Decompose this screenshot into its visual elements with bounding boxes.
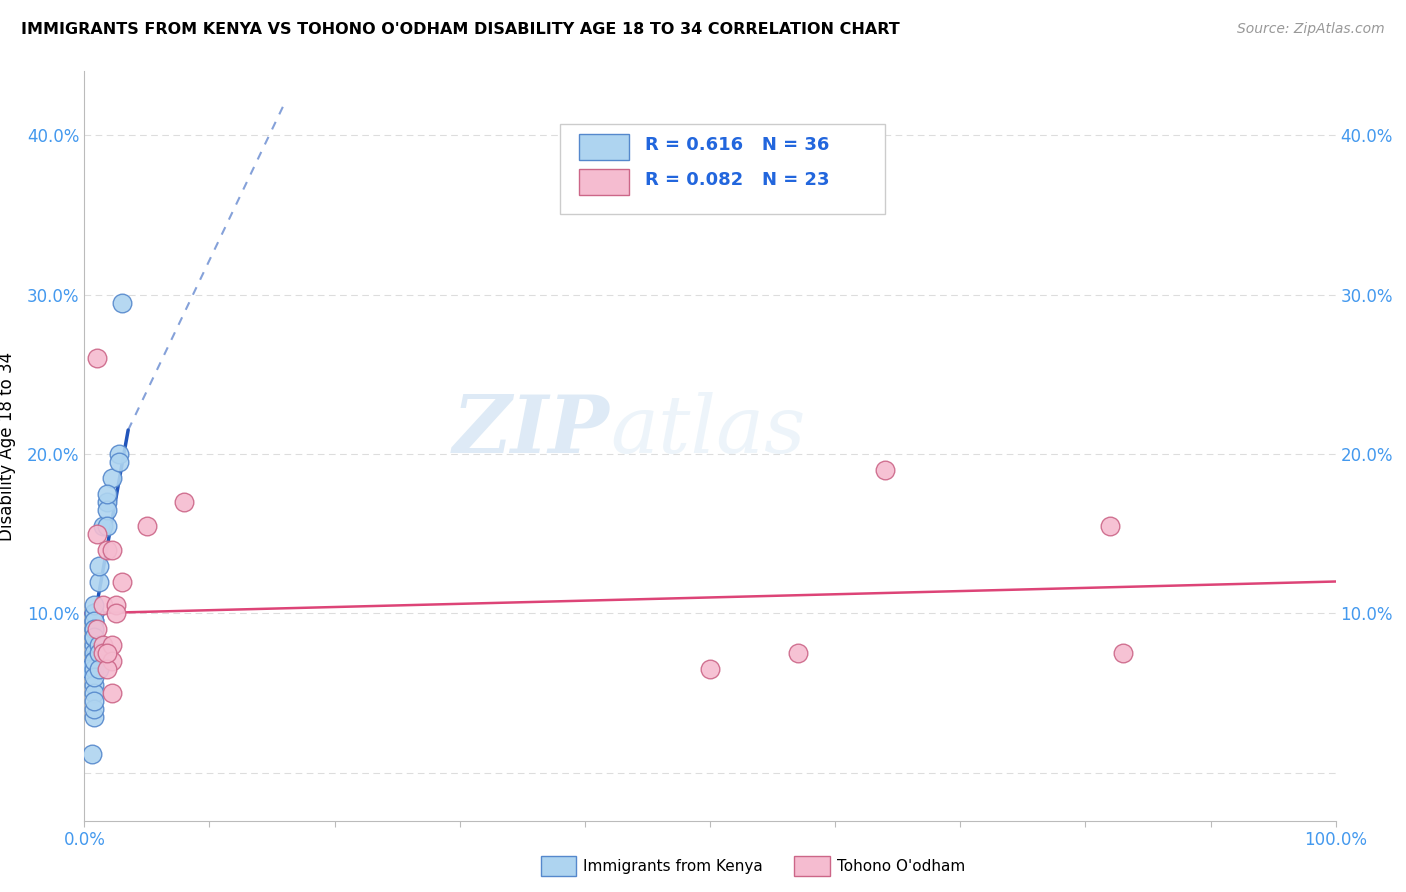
Point bbox=[83, 694, 105, 708]
Point bbox=[86, 351, 108, 366]
Text: Source: ZipAtlas.com: Source: ZipAtlas.com bbox=[1237, 22, 1385, 37]
Point bbox=[83, 670, 105, 684]
Point bbox=[80, 747, 103, 761]
Point bbox=[83, 623, 105, 637]
Point bbox=[111, 574, 134, 589]
FancyBboxPatch shape bbox=[579, 134, 628, 160]
Point bbox=[86, 623, 108, 637]
Text: Immigrants from Kenya: Immigrants from Kenya bbox=[583, 859, 763, 873]
Point bbox=[96, 495, 118, 509]
Point bbox=[101, 686, 124, 700]
Point bbox=[101, 542, 124, 557]
FancyBboxPatch shape bbox=[579, 169, 628, 195]
Point bbox=[83, 599, 105, 613]
Point bbox=[83, 630, 105, 644]
Point bbox=[83, 607, 105, 621]
Point bbox=[89, 638, 111, 652]
Point bbox=[83, 710, 105, 724]
Point bbox=[83, 686, 105, 700]
Point bbox=[786, 646, 808, 660]
Point bbox=[101, 654, 124, 668]
Point bbox=[96, 662, 118, 676]
Point bbox=[83, 646, 105, 660]
Point bbox=[875, 463, 897, 477]
Text: atlas: atlas bbox=[610, 392, 806, 470]
Point bbox=[89, 646, 111, 660]
Point bbox=[101, 471, 124, 485]
Point bbox=[111, 295, 134, 310]
Text: R = 0.082   N = 23: R = 0.082 N = 23 bbox=[645, 171, 830, 189]
Point bbox=[136, 518, 159, 533]
Point bbox=[173, 495, 195, 509]
Point bbox=[96, 502, 118, 516]
Point bbox=[96, 542, 118, 557]
Point bbox=[101, 638, 124, 652]
Point bbox=[86, 526, 108, 541]
Point bbox=[83, 623, 105, 637]
Point bbox=[91, 638, 114, 652]
Point bbox=[83, 615, 105, 629]
Point bbox=[96, 646, 118, 660]
Point bbox=[96, 487, 118, 501]
Point bbox=[83, 678, 105, 692]
Point bbox=[96, 518, 118, 533]
Point bbox=[104, 599, 127, 613]
Point bbox=[83, 654, 105, 668]
Point bbox=[83, 607, 105, 621]
Point bbox=[89, 574, 111, 589]
Point bbox=[83, 662, 105, 676]
Point bbox=[1112, 646, 1135, 660]
Text: IMMIGRANTS FROM KENYA VS TOHONO O'ODHAM DISABILITY AGE 18 TO 34 CORRELATION CHAR: IMMIGRANTS FROM KENYA VS TOHONO O'ODHAM … bbox=[21, 22, 900, 37]
Point bbox=[83, 654, 105, 668]
Point bbox=[89, 662, 111, 676]
Point bbox=[91, 599, 114, 613]
FancyBboxPatch shape bbox=[560, 124, 886, 214]
Point bbox=[108, 455, 131, 469]
Text: R = 0.616   N = 36: R = 0.616 N = 36 bbox=[645, 136, 830, 153]
Point bbox=[83, 702, 105, 716]
Point bbox=[1099, 518, 1122, 533]
Point bbox=[79, 662, 101, 676]
Point bbox=[89, 558, 111, 573]
Point bbox=[83, 638, 105, 652]
Point bbox=[104, 607, 127, 621]
Point bbox=[91, 518, 114, 533]
Point bbox=[83, 615, 105, 629]
Point bbox=[91, 646, 114, 660]
Text: Tohono O'odham: Tohono O'odham bbox=[837, 859, 965, 873]
Point bbox=[83, 630, 105, 644]
Text: ZIP: ZIP bbox=[453, 392, 610, 470]
Point bbox=[699, 662, 721, 676]
Y-axis label: Disability Age 18 to 34: Disability Age 18 to 34 bbox=[0, 351, 15, 541]
Point bbox=[108, 447, 131, 461]
